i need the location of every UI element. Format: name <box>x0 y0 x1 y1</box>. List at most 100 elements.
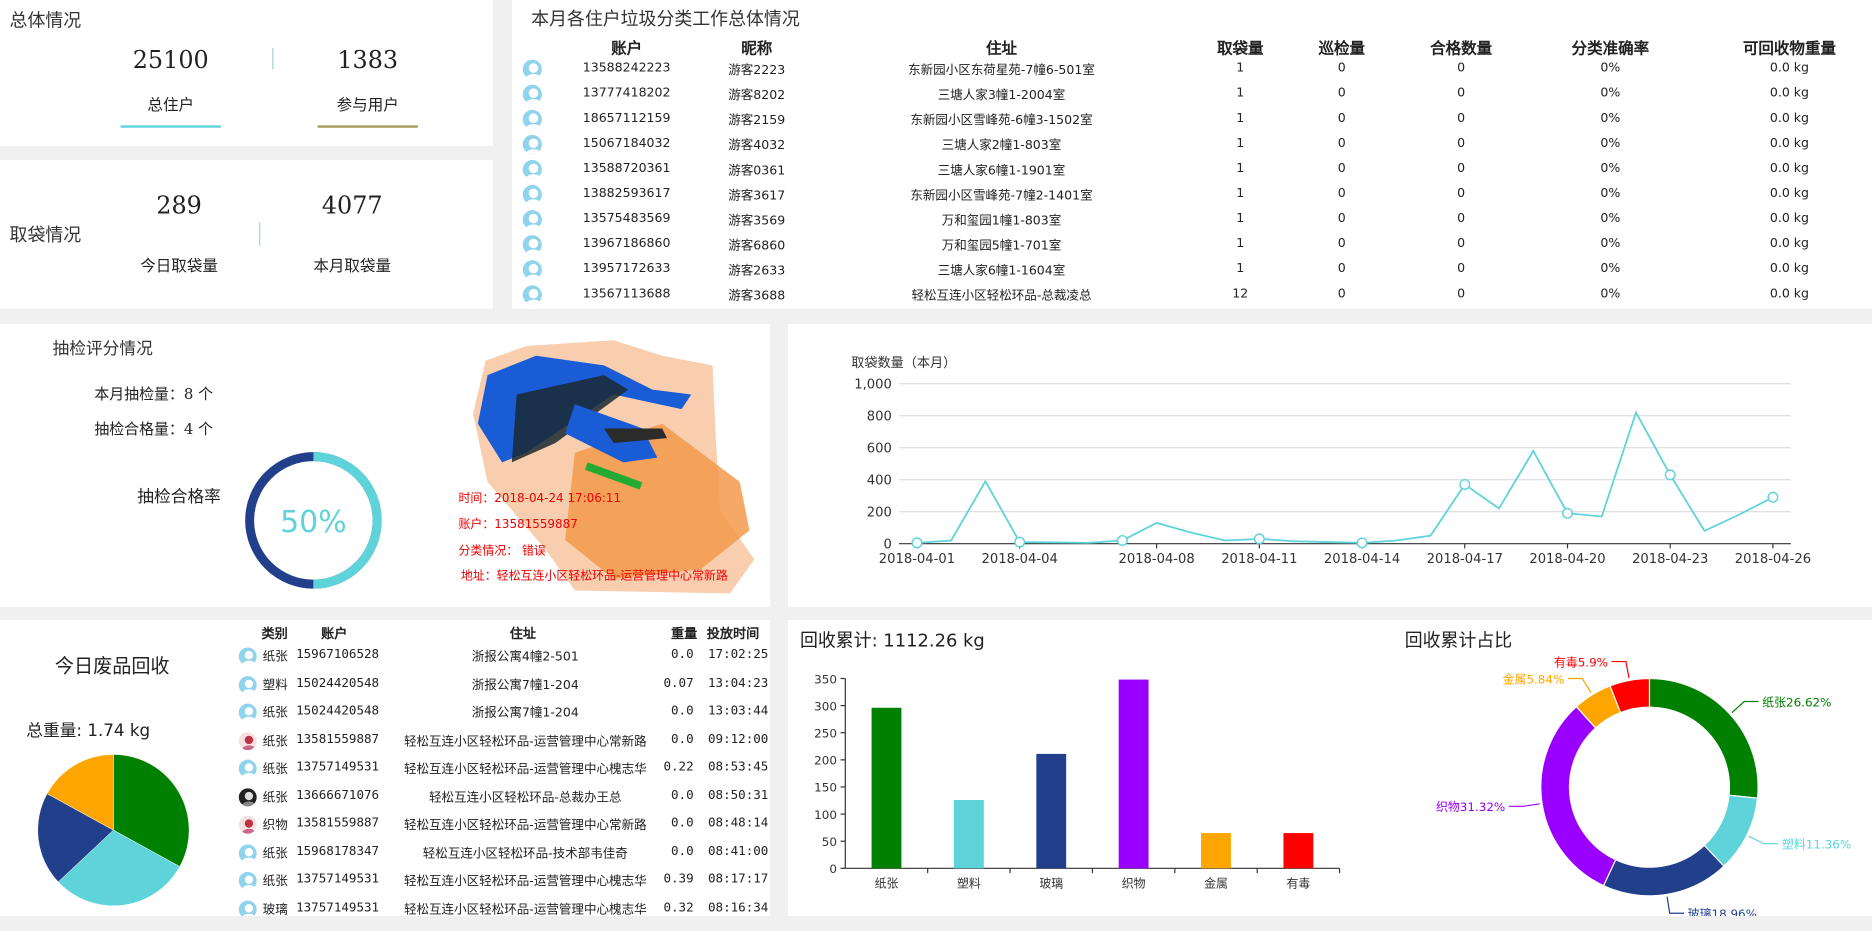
time-cell: 08:53:45 <box>707 759 769 775</box>
divider <box>272 47 274 70</box>
table-cell: 18657112159 <box>582 111 671 126</box>
slice-label: 纸张26.62% <box>1762 695 1831 709</box>
y-tick-label: 800 <box>867 409 892 424</box>
table-cell: 0 <box>1337 161 1346 176</box>
panel-content: 总体情况 25100 总住户 1383 参与用户 <box>0 0 493 146</box>
account-cell: 15024420548 <box>296 703 380 718</box>
pie-slice <box>113 754 190 867</box>
time-cell: 17:02:25 <box>707 647 769 662</box>
panel-content: 回收累计: 1112.26 kg 0 50 100 150 200 250 300 350 纸张… <box>788 620 1389 916</box>
list-item[interactable]: 纸张 13757149531 轻松互连小区轻松环品-运营管理中心槐志华 0.39 08:… <box>233 868 770 901</box>
table-row[interactable]: 13588720361 游客0361 三塘人家6幢1-1901室 1 0 0 0% 0.0 k… <box>512 158 1872 183</box>
table-cell: 13575483569 <box>582 211 671 226</box>
y-tick-label: 1,000 <box>854 377 892 392</box>
data-point <box>911 537 923 549</box>
table-cell: 三塘人家3幢1-2004室 <box>937 88 1066 103</box>
address-cell: 轻松互连小区轻松环品-技术部韦佳奇 <box>422 846 628 861</box>
table-cell: 1 <box>1236 161 1245 176</box>
list-item[interactable]: 玻璃 13757149531 轻松互连小区轻松环品-运营管理中心槐志华 0.32 08:… <box>233 896 770 916</box>
x-tick-label: 2018-04-11 <box>1221 552 1297 567</box>
user-avatar-icon <box>238 871 257 890</box>
category-cell: 纸张 <box>262 846 288 861</box>
user-avatar-icon <box>522 84 542 104</box>
table-cell: 13777418202 <box>582 85 671 101</box>
x-tick-label: 2018-04-04 <box>982 552 1058 567</box>
table-cell: 0 <box>1337 111 1346 126</box>
category-cell: 塑料 <box>262 677 288 693</box>
data-point <box>1767 491 1779 503</box>
account-cell: 13581559887 <box>296 731 380 746</box>
col-bags: 取袋量 <box>1216 40 1264 59</box>
table-cell: 13567113688 <box>582 286 671 301</box>
address-cell: 轻松互连小区轻松环品-总裁办王总 <box>429 790 622 805</box>
table-cell: 0 <box>1457 85 1466 101</box>
weight-cell: 0.0 <box>670 703 694 718</box>
address-cell: 浙报公寓7幢1-204 <box>471 705 579 721</box>
month-bags-label: 本月取袋量 <box>313 257 391 276</box>
table-row[interactable]: 13882593617 游客3617 东新园小区雪峰苑-7幢2-1401室 1 0 0 0%… <box>512 183 1872 208</box>
table-row[interactable]: 13575483569 游客3569 万和玺园1幢1-803室 1 0 0 0% 0.0 kg <box>512 208 1872 233</box>
table-row[interactable]: 13957172633 游客2633 三塘人家6幢1-1604室 1 0 0 0% 0.0 k… <box>512 258 1872 283</box>
donut-slice <box>1540 705 1617 887</box>
table-cell: 游客2223 <box>728 63 786 78</box>
category-cell: 纸张 <box>262 734 288 749</box>
weight-cell: 0.32 <box>663 899 694 915</box>
table-row[interactable]: 13588242223 游客2223 东新园小区东荷星苑-7幢6-501室 1 0 0 0%… <box>512 57 1872 82</box>
table-cell: 0 <box>1457 111 1466 126</box>
list-item[interactable]: 塑料 15024420548 浙报公寓7幢1-204 0.07 13:04:23 <box>233 672 770 705</box>
table-cell: 1 <box>1236 186 1245 201</box>
inspection-photo[interactable] <box>458 336 768 599</box>
table-cell: 0 <box>1457 186 1466 201</box>
inspection-panel: 抽检评分情况 本月抽检量：8 个 抽检合格量：4 个 抽检合格率 50% 时间：… <box>0 324 770 607</box>
label-leader <box>1731 700 1759 714</box>
category-cell: 纸张 <box>262 649 288 665</box>
data-point <box>1562 507 1573 519</box>
y-tick-label: 250 <box>814 727 837 741</box>
list-item[interactable]: 纸张 15024420548 浙报公寓7幢1-204 0.0 13:03:44 <box>233 700 770 733</box>
household-table-title: 本月各住户垃圾分类工作总体情况 <box>531 8 800 30</box>
label-leader <box>1748 835 1779 845</box>
table-row[interactable]: 13567113688 游客3688 轻松互连小区轻松环品-总裁凌总 12 0 0 0% 0.… <box>512 283 1872 308</box>
table-cell: 东新园小区雪峰苑-6幢3-1502室 <box>910 113 1093 128</box>
bags-panel: 取袋情况 289 今日取袋量 4077 本月取袋量 <box>0 160 493 309</box>
time-cell: 08:16:34 <box>707 899 769 915</box>
account-cell: 15024420548 <box>296 675 380 690</box>
table-cell: 0 <box>1337 186 1346 201</box>
table-cell: 0% <box>1600 286 1621 301</box>
table-row[interactable]: 13967186860 游客6860 万和玺园5幢1-701室 1 0 0 0% 0.0 kg <box>512 233 1872 258</box>
x-tick-label: 2018-04-20 <box>1529 552 1605 567</box>
table-row[interactable]: 18657112159 游客2159 东新园小区雪峰苑-6幢3-1502室 1 0 0 0%… <box>512 107 1872 132</box>
table-cell: 0 <box>1337 261 1346 276</box>
list-item[interactable]: 纸张 15967106528 浙报公寓4幢2-501 0.0 17:02:25 <box>233 644 770 677</box>
table-cell: 东新园小区雪峰苑-7幢2-1401室 <box>910 188 1093 203</box>
table-row[interactable]: 15067184032 游客4032 三塘人家2幢1-803室 1 0 0 0% 0.0 kg <box>512 133 1872 158</box>
table-cell: 0 <box>1337 211 1346 226</box>
time-cell: 08:50:31 <box>707 787 769 803</box>
account-cell: 13666671076 <box>296 787 380 803</box>
table-cell: 游客2159 <box>728 113 786 128</box>
label-leader <box>1666 896 1685 914</box>
donut-slice <box>1609 677 1651 714</box>
y-tick-label: 0 <box>829 862 837 876</box>
table-cell: 1 <box>1236 60 1245 76</box>
list-item[interactable]: 纸张 13581559887 轻松互连小区轻松环品-运营管理中心常新路 0.0 09:1… <box>233 728 770 761</box>
y-tick-label: 100 <box>814 808 837 822</box>
table-cell: 0.0 kg <box>1769 85 1810 101</box>
series-line <box>916 410 1774 544</box>
user-avatar-icon <box>522 285 542 305</box>
list-item[interactable]: 纸张 13757149531 轻松互连小区轻松环品-运营管理中心槐志华 0.22 08:… <box>233 756 770 789</box>
col-account: 账户 <box>321 625 348 642</box>
list-item[interactable]: 纸张 15968178347 轻松互连小区轻松环品-技术部韦佳奇 0.0 08:41:0… <box>233 840 770 873</box>
table-cell: 游客0361 <box>728 163 786 178</box>
divider <box>259 222 261 246</box>
list-item[interactable]: 纸张 13666671076 轻松互连小区轻松环品-总裁办王总 0.0 08:50:31 <box>233 784 770 817</box>
recycle-bar-chart-panel: 回收累计: 1112.26 kg 0 50 100 150 200 250 300 350 纸张… <box>788 620 1389 916</box>
list-item[interactable]: 织物 13581559887 轻松互连小区轻松环品-运营管理中心常新路 0.0 08:4… <box>233 812 770 845</box>
label-leader <box>1508 803 1540 807</box>
table-row[interactable]: 13777418202 游客8202 三塘人家3幢1-2004室 1 0 0 0% 0.0 k… <box>512 82 1872 107</box>
table-cell: 0.0 kg <box>1769 261 1810 276</box>
col-account: 账户 <box>611 40 643 59</box>
pass-inspection-count: 抽检合格量：4 个 <box>94 419 214 438</box>
bar-chart-title: 回收累计: 1112.26 kg <box>799 629 985 652</box>
x-tick-label: 2018-04-08 <box>1118 552 1194 567</box>
